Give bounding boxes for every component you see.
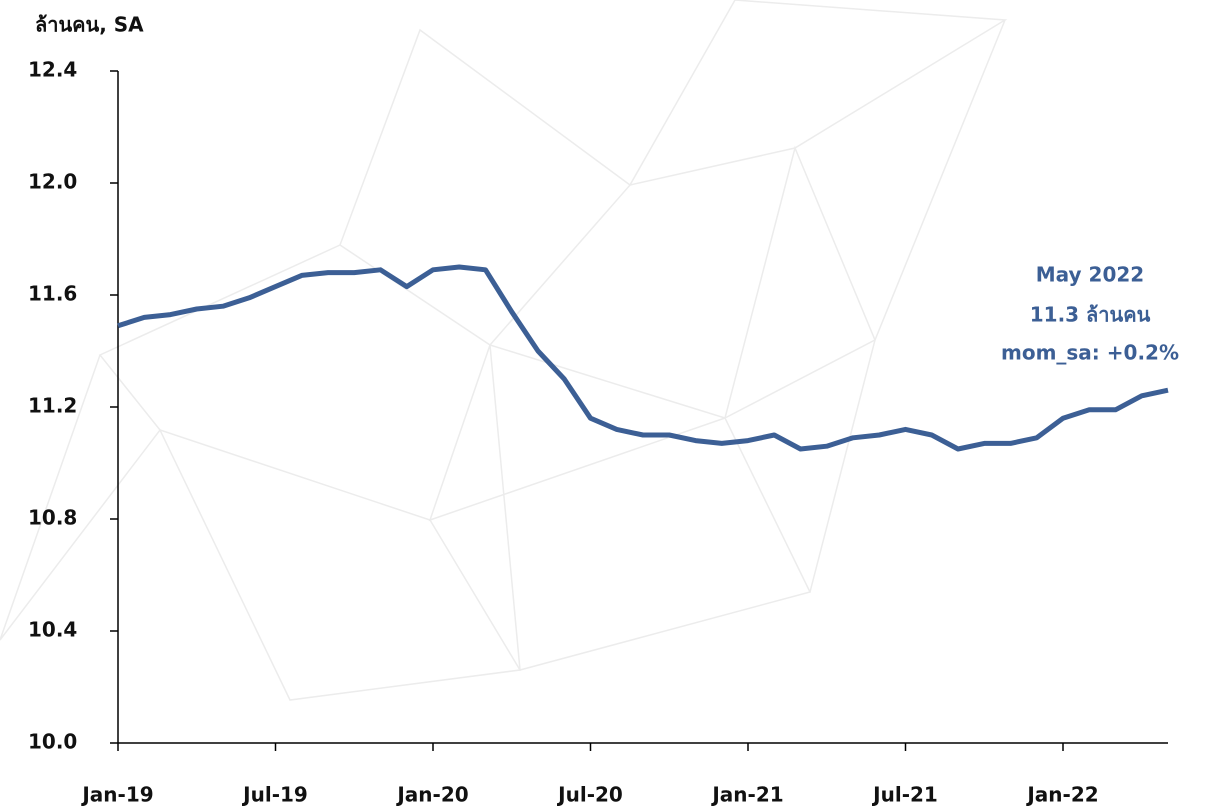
y-tick-label: 10.0: [28, 730, 77, 754]
y-tick-label: 10.4: [28, 618, 77, 642]
y-tick-label: 12.0: [28, 170, 77, 194]
y-tick-label: 10.8: [28, 506, 77, 530]
annotation: 11.3 ล้านคน: [1030, 303, 1151, 327]
x-tick-label: Jan-22: [1025, 783, 1098, 807]
x-tick-label: Jul-19: [241, 783, 308, 807]
background-pattern: [0, 0, 1005, 700]
annotation: mom_sa: +0.2%: [1001, 341, 1179, 365]
x-tick-label: Jan-21: [710, 783, 783, 807]
x-tick-label: Jul-21: [871, 783, 938, 807]
y-tick-label: 11.2: [28, 394, 77, 418]
annotation: May 2022: [1036, 263, 1144, 287]
x-tick-label: Jan-19: [80, 783, 153, 807]
chart: ล้านคน, SA May 2022 11.3 ล้านคน mom_sa: …: [0, 0, 1219, 809]
y-axis-label: ล้านคน, SA: [35, 13, 144, 37]
y-tick-label: 11.6: [28, 282, 77, 306]
x-tick-label: Jan-20: [395, 783, 468, 807]
y-tick-label: 12.4: [28, 58, 77, 82]
x-tick-label: Jul-20: [556, 783, 623, 807]
